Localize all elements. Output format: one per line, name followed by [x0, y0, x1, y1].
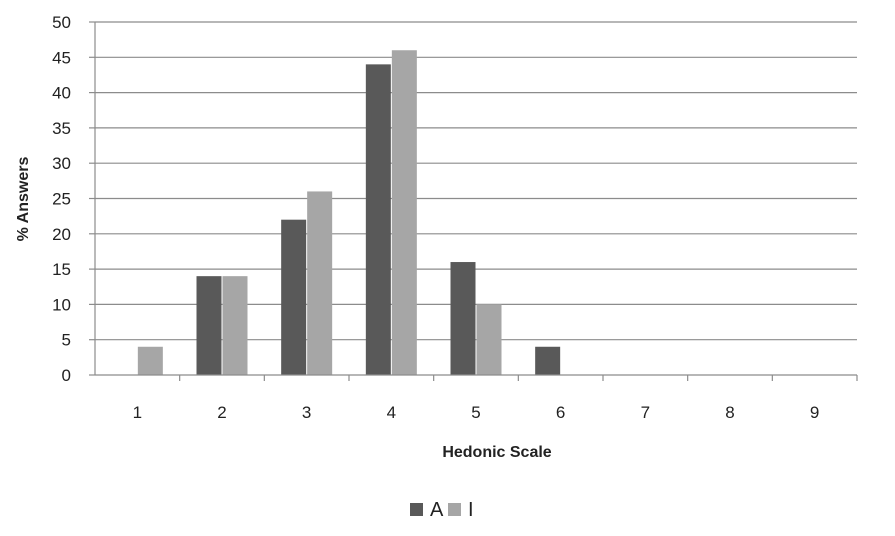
y-axis-title: % Answers: [15, 157, 32, 242]
x-tick-labels: 1 2 3 4 5 6 7 8 9: [133, 403, 820, 422]
bar-I-1: [138, 347, 163, 375]
x-tick-label: 6: [556, 403, 565, 422]
y-tick-label: 10: [52, 295, 71, 314]
bar-A-3: [281, 220, 306, 375]
y-tick-labels: 0 5 10 15 20 25 30 35 40 45 50: [52, 13, 71, 385]
x-tick-label: 7: [641, 403, 650, 422]
y-tick-label: 20: [52, 225, 71, 244]
y-tick-label: 5: [62, 331, 71, 350]
x-axis-title: Hedonic Scale: [442, 444, 551, 461]
x-tick-label: 1: [133, 403, 142, 422]
bar-I-3: [307, 191, 332, 375]
x-tick-label: 5: [471, 403, 480, 422]
bar-A-2: [197, 276, 222, 375]
y-tick-label: 50: [52, 13, 71, 32]
y-tick-label: 0: [62, 366, 71, 385]
y-tick-label: 25: [52, 190, 71, 209]
y-tick-label: 30: [52, 154, 71, 173]
legend-label-A: A: [430, 499, 444, 521]
bars: [138, 50, 560, 375]
y-tick-label: 45: [52, 48, 71, 67]
bar-A-6: [535, 347, 560, 375]
legend-swatch-A: [410, 503, 423, 516]
bar-I-5: [477, 304, 502, 375]
bar-A-5: [451, 262, 476, 375]
legend-label-I: I: [468, 499, 474, 521]
x-tick-label: 9: [810, 403, 819, 422]
bar-I-4: [392, 50, 417, 375]
x-tick-label: 4: [387, 403, 396, 422]
y-tick-label: 15: [52, 260, 71, 279]
bar-I-2: [223, 276, 248, 375]
y-tick-label: 40: [52, 84, 71, 103]
x-tick-label: 8: [725, 403, 734, 422]
legend-swatch-I: [448, 503, 461, 516]
x-tick-label: 2: [217, 403, 226, 422]
bar-A-4: [366, 64, 391, 375]
x-tick-label: 3: [302, 403, 311, 422]
y-tick-label: 35: [52, 119, 71, 138]
